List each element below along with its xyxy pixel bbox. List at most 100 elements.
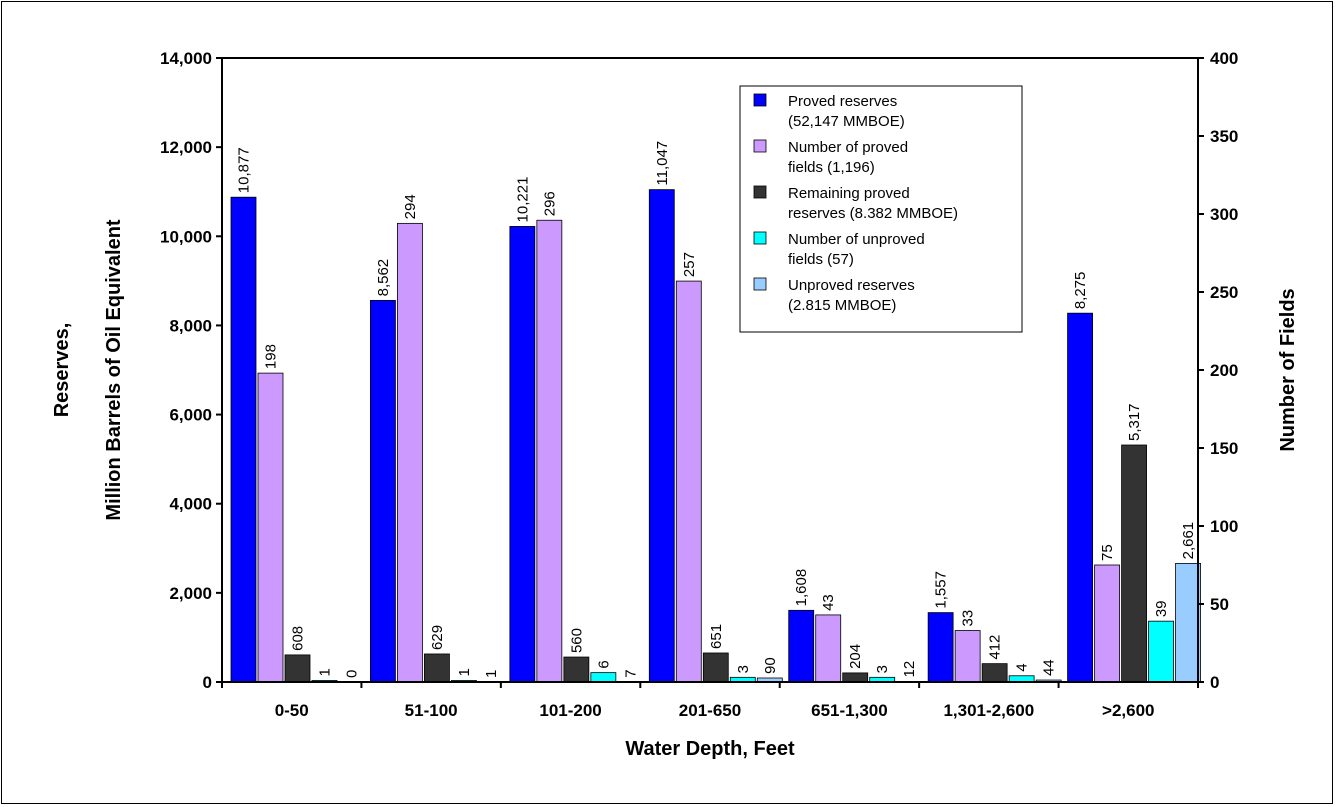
y-tick-label: 12,000 xyxy=(160,138,212,157)
legend-swatch xyxy=(753,93,767,107)
bar-3 xyxy=(842,672,869,683)
y2-tick-label: 350 xyxy=(1210,127,1238,146)
data-label: 257 xyxy=(681,252,698,277)
bar-3 xyxy=(424,653,450,683)
data-label: 1 xyxy=(317,668,334,676)
bar-2 xyxy=(815,614,842,683)
bars-layer xyxy=(230,189,1201,683)
bar-2 xyxy=(675,280,702,683)
bar-2 xyxy=(536,219,563,683)
data-label: 39 xyxy=(1153,600,1170,617)
bar-1 xyxy=(370,299,396,683)
y2-tick-label: 100 xyxy=(1210,517,1238,536)
y-tick-label: 6,000 xyxy=(169,406,212,425)
x-category-label: >2,600 xyxy=(1102,701,1154,720)
data-label: 6 xyxy=(595,660,612,668)
data-label: 11,047 xyxy=(654,141,671,186)
data-label: 3 xyxy=(735,665,752,673)
y2-tick-label: 300 xyxy=(1210,205,1238,224)
legend-swatch xyxy=(753,139,767,153)
legend-label: Unproved reserves xyxy=(788,277,915,294)
data-label: 629 xyxy=(429,625,446,650)
bar-3 xyxy=(981,663,1008,683)
data-label: 5,317 xyxy=(1126,403,1143,441)
x-category-label: 51-100 xyxy=(405,701,458,720)
data-label: 2,661 xyxy=(1180,522,1197,560)
legend-label: fields (1,196) xyxy=(788,159,875,176)
y-tick-label: 10,000 xyxy=(160,227,212,246)
data-label: 7 xyxy=(622,669,639,677)
bar-2 xyxy=(954,630,981,683)
bar-2 xyxy=(257,372,284,683)
data-label: 10,877 xyxy=(236,147,253,193)
data-label: 33 xyxy=(960,610,977,627)
y-tick-label: 14,000 xyxy=(160,49,212,68)
bar-1 xyxy=(230,196,257,683)
plot-area-border xyxy=(221,57,1199,683)
legend-label: (2.815 MMBOE) xyxy=(788,297,896,314)
data-label: 4 xyxy=(1014,663,1031,671)
legend-swatch xyxy=(753,231,767,245)
legend-swatch xyxy=(753,185,767,199)
x-category-label: 1,301-2,600 xyxy=(943,701,1034,720)
bar-1 xyxy=(927,612,954,683)
bar-1 xyxy=(1067,312,1093,683)
bar-1 xyxy=(788,609,815,683)
data-label: 44 xyxy=(1041,659,1058,676)
bar-2 xyxy=(397,222,423,683)
data-label: 204 xyxy=(847,644,864,669)
data-label: 43 xyxy=(820,594,837,611)
y2-tick-label: 150 xyxy=(1210,439,1238,458)
data-label: 198 xyxy=(263,344,280,369)
y-axis-title-line2: Million Barrels of Oil Equivalent xyxy=(103,219,125,521)
legend-label: fields (57) xyxy=(788,251,854,268)
bar-3 xyxy=(1121,444,1147,683)
data-label: 608 xyxy=(290,626,307,651)
data-label: 560 xyxy=(568,628,585,653)
legend-label: Number of unproved xyxy=(788,231,925,248)
data-label: 651 xyxy=(708,624,725,649)
x-category-label: 0-50 xyxy=(275,701,309,720)
data-label: 1 xyxy=(456,668,473,676)
data-labels-layer: 10,877 198 608 1 0 8,562 294 629 1 1 10,221 296 560 6… xyxy=(236,141,1198,678)
bar-3 xyxy=(284,654,311,683)
bar-3 xyxy=(702,652,729,683)
x-category-label: 651-1,300 xyxy=(811,701,888,720)
bar-5 xyxy=(1175,562,1201,683)
y-tick-label: 0 xyxy=(203,673,212,692)
data-label: 412 xyxy=(987,635,1004,660)
x-category-label: 101-200 xyxy=(539,701,601,720)
data-label: 3 xyxy=(874,665,891,673)
legend-label: Number of proved xyxy=(788,139,908,156)
bar-3 xyxy=(563,656,590,683)
y-axis-title-line1: Reserves, xyxy=(51,323,73,418)
bar-4 xyxy=(1148,620,1174,683)
data-label: 1,608 xyxy=(793,569,810,607)
axes-layer: 0 2,000 4,000 6,000 8,000 10,000 12,000 14,000 0… xyxy=(160,49,1238,720)
x-axis-title: Water Depth, Feet xyxy=(625,738,795,760)
bar-1 xyxy=(509,226,536,683)
y-tick-label: 2,000 xyxy=(169,584,212,603)
data-label: 296 xyxy=(541,191,558,216)
legend-label: Proved reserves xyxy=(788,93,897,110)
legend-label: reserves (8.382 MMBOE) xyxy=(788,205,958,222)
bar-2 xyxy=(1094,564,1120,683)
data-label: 0 xyxy=(344,670,361,678)
data-label: 90 xyxy=(762,657,779,674)
data-label: 1 xyxy=(483,670,500,678)
legend-swatch xyxy=(753,277,767,291)
data-label: 8,275 xyxy=(1072,272,1089,310)
y2-tick-label: 50 xyxy=(1210,595,1229,614)
y2-tick-label: 400 xyxy=(1210,49,1238,68)
x-category-label: 201-650 xyxy=(679,701,741,720)
data-label: 10,221 xyxy=(514,177,531,223)
data-label: 294 xyxy=(402,194,419,219)
data-label: 8,562 xyxy=(375,259,392,297)
bar-4 xyxy=(590,672,617,683)
y-tick-label: 8,000 xyxy=(169,316,212,335)
legend-box xyxy=(739,85,1023,333)
legend-label: Remaining proved xyxy=(788,185,910,202)
legend: Proved reserves (52,147 MMBOE) Number of p… xyxy=(739,85,1023,333)
